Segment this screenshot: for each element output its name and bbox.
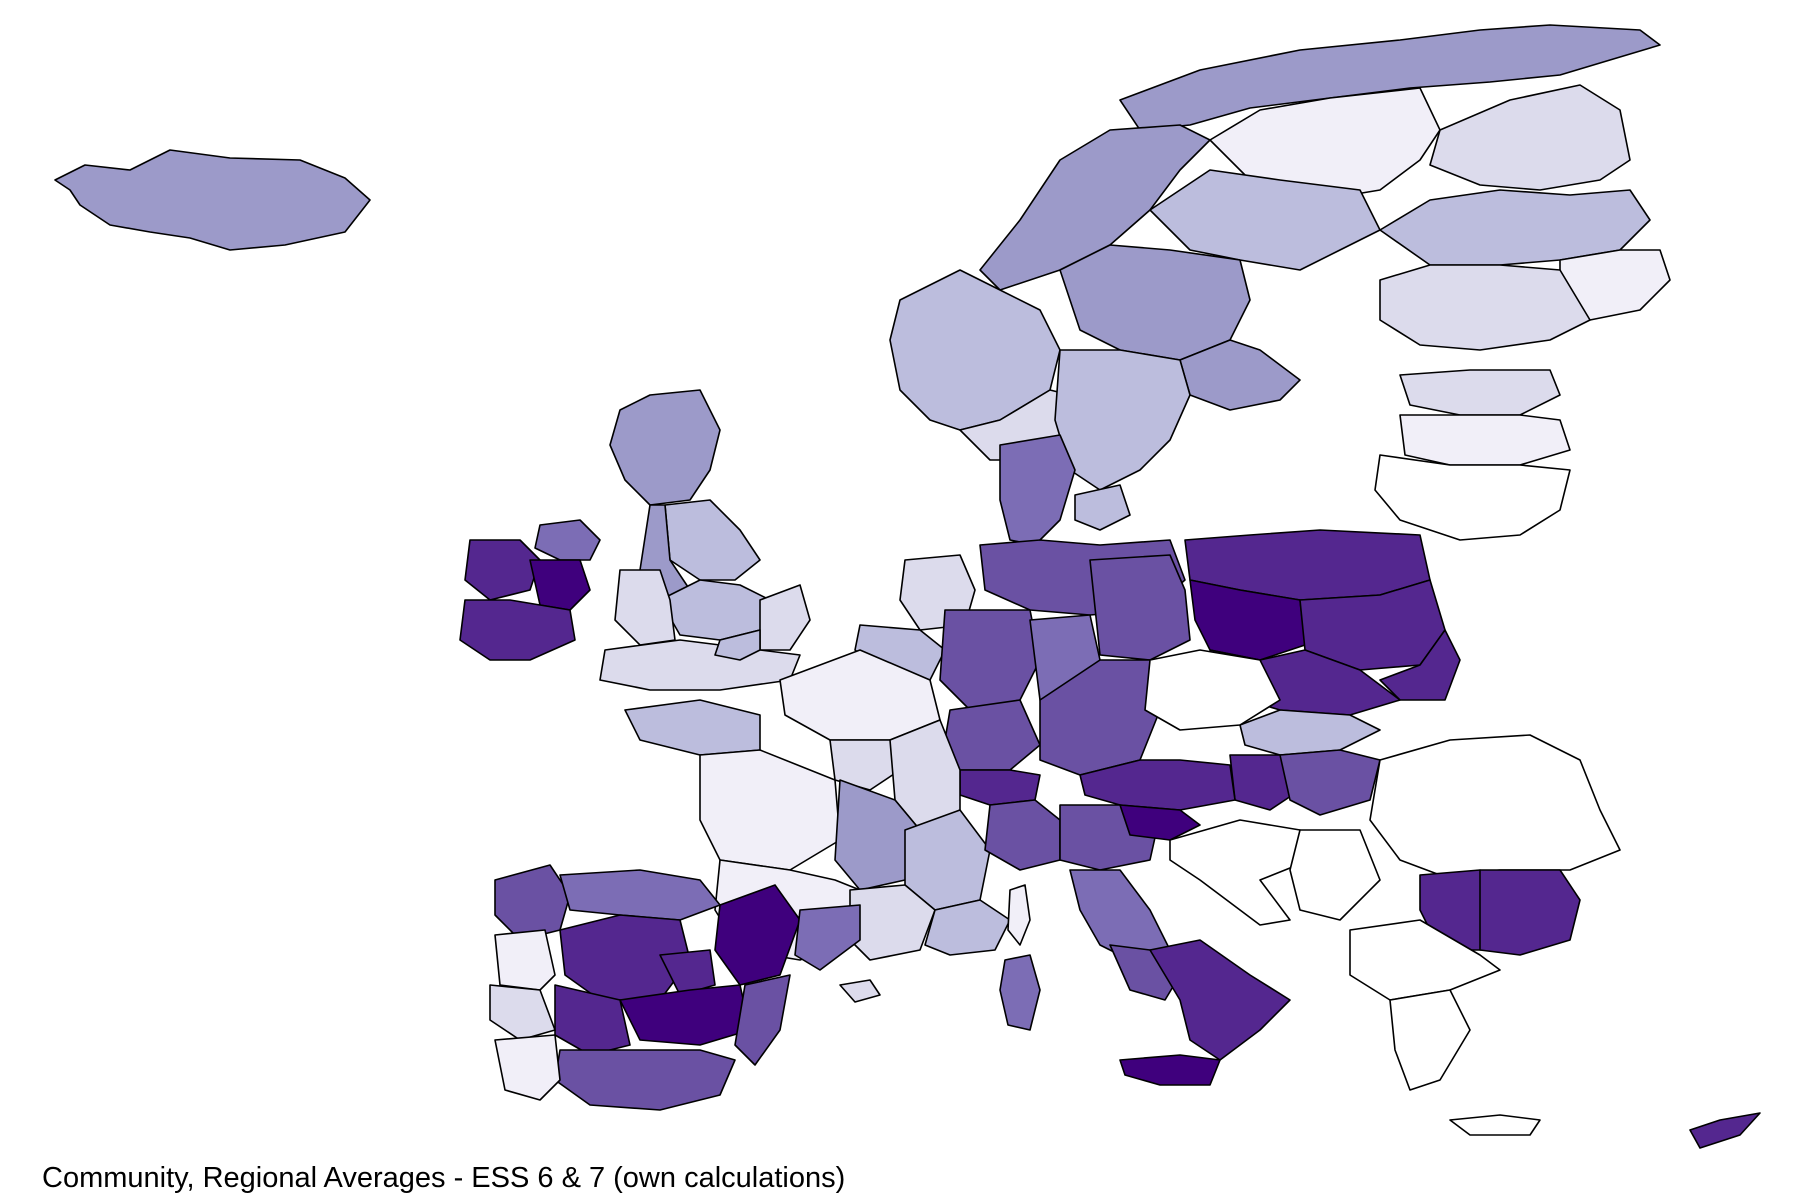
region-london [714,629,761,661]
region-cyprus [1689,1112,1761,1149]
region-romania [1369,734,1621,876]
region-slovakia [1239,709,1381,756]
region-greece-north [1349,919,1501,1001]
region-sweden-stockholm [1179,339,1301,411]
region-denmark-jutland [999,434,1076,546]
region-france-paris [829,739,901,791]
region-hungary-east [1279,749,1381,816]
region-latvia [1399,414,1571,466]
region-spain-catalonia [794,904,861,971]
region-poland-east [1379,629,1461,701]
map-caption: Community, Regional Averages - ESS 6 & 7… [42,1162,846,1194]
region-sweden-mid [1059,244,1251,361]
region-lithuania [1374,454,1571,541]
region-balearics [839,979,881,1003]
region-portugal-south [494,1034,561,1101]
region-croatia [1169,819,1311,926]
region-estonia [1399,369,1561,416]
region-corsica [1007,884,1031,946]
region-austria [1079,759,1236,811]
region-france-brittany [624,699,761,756]
region-italy-northwest [984,799,1061,871]
region-slovenia [1119,804,1201,841]
region-finland-north [1429,84,1631,191]
region-sweden-upper-mid [1149,169,1381,271]
region-denmark-zealand [1074,484,1131,531]
region-spain-galicia [494,864,571,941]
region-germany-baden [944,699,1041,771]
region-france-provence [924,899,1011,956]
region-sicily [1119,1054,1221,1086]
region-czechia [1144,649,1281,731]
region-crete [1449,1114,1541,1136]
region-greece-south [1389,989,1471,1091]
region-ireland-dublin [529,559,591,611]
region-france-west [699,749,841,871]
region-germany-east [1089,554,1191,661]
region-poland-west [1189,579,1306,661]
region-northern-ireland [534,519,601,561]
region-norway-north [1119,24,1661,131]
region-portugal-north [494,929,556,991]
region-portugal-centre [489,984,556,1041]
region-spain-madrid [659,949,716,996]
region-norway-mid [979,124,1211,291]
region-bulgaria-east [1479,869,1581,956]
region-spain-valencia [734,974,791,1066]
region-spain-north [559,869,721,921]
region-ireland-border [464,539,541,601]
region-scotland [609,389,721,506]
region-italy-south [1149,939,1291,1061]
region-spain-andalusia [554,1049,736,1111]
region-switzerland [959,769,1041,806]
region-spain-aragon [714,884,801,986]
region-ireland-south [459,599,576,661]
region-north-england [664,499,761,581]
region-east-england [759,584,811,651]
region-sardinia [999,954,1041,1031]
region-iceland [54,149,371,251]
region-germany-bavaria [1039,659,1161,776]
region-germany-west [939,609,1041,711]
region-bosnia-serbia [1289,829,1381,921]
region-finland-south [1379,264,1591,351]
